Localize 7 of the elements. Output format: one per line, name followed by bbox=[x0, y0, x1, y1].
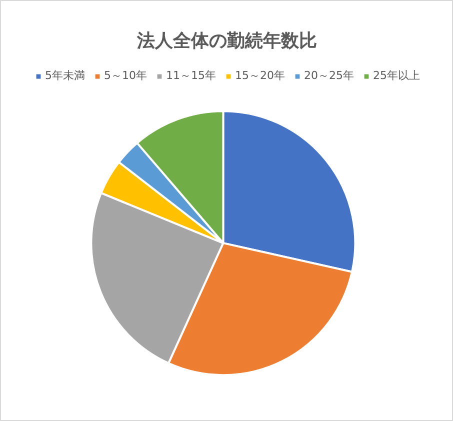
legend-label: 20～25年 bbox=[304, 68, 354, 83]
legend-label: 5～10年 bbox=[104, 68, 147, 83]
legend-label: 11～15年 bbox=[166, 68, 216, 83]
legend-label: 15～20年 bbox=[235, 68, 285, 83]
legend-label: 5年未満 bbox=[45, 68, 85, 83]
chart-title: 法人全体の勤続年数比 bbox=[136, 30, 317, 52]
legend-label: 25年以上 bbox=[373, 68, 420, 83]
